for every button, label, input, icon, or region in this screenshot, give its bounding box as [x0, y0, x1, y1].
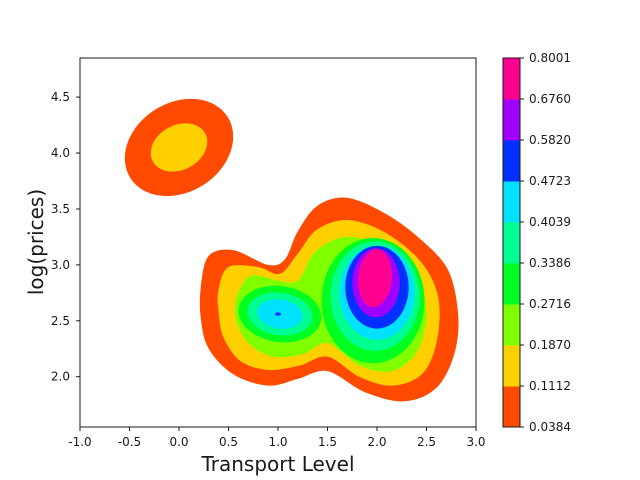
- contour-fills: [124, 98, 459, 402]
- colorbar-segment: [503, 304, 520, 346]
- colorbar-segment: [503, 140, 520, 182]
- x-tick-label: 0.0: [169, 435, 188, 449]
- y-tick-label: 2.5: [51, 314, 70, 328]
- y-tick-labels: 2.0 2.5 3.0 3.5 4.0 4.5: [51, 90, 80, 384]
- colorbar-frame: [502, 57, 521, 428]
- x-tick-label: -1.0: [68, 435, 91, 449]
- x-tick-label: -0.5: [118, 435, 141, 449]
- x-tick-labels: -1.0 -0.5 0.0 0.5 1.0 1.5 2.0 2.5 3.0: [68, 427, 486, 449]
- x-tick-label: 0.5: [219, 435, 238, 449]
- y-tick-label: 4.0: [51, 146, 70, 160]
- x-tick-label: 2.0: [367, 435, 386, 449]
- colorbar-segment: [503, 181, 520, 223]
- y-axis-title: log(prices): [24, 189, 48, 295]
- y-tick-label: 4.5: [51, 90, 70, 104]
- x-tick-label: 1.5: [318, 435, 337, 449]
- colorbar-tick-label: 0.4039: [529, 215, 571, 229]
- colorbar-segment: [503, 263, 520, 305]
- y-tick-label: 3.5: [51, 202, 70, 216]
- x-axis-title: Transport Level: [201, 452, 355, 476]
- y-tick-label: 3.0: [51, 258, 70, 272]
- colorbar-tick-label: 0.6760: [529, 92, 571, 106]
- colorbar: 0.0384 0.1112 0.1870 0.2716 0.3386 0.4039 0.47…: [502, 51, 571, 434]
- colorbar-tick-label: 0.2716: [529, 297, 571, 311]
- colorbar-segment: [503, 222, 520, 264]
- colorbar-segment: [503, 386, 520, 428]
- colorbar-tick-label: 0.5820: [529, 133, 571, 147]
- colorbar-tick-label: 0.1112: [529, 379, 571, 393]
- contour-band-1-upper-left: [150, 123, 208, 172]
- colorbar-segment: [503, 99, 520, 141]
- colorbar-tick-label: 0.4723: [529, 174, 571, 188]
- colorbar-segment: [503, 345, 520, 387]
- colorbar-tick-label: 0.8001: [529, 51, 571, 65]
- colorbar-tick-label: 0.3386: [529, 256, 571, 270]
- x-tick-label: 2.5: [417, 435, 436, 449]
- y-tick-label: 2.0: [51, 370, 70, 384]
- colorbar-segment: [503, 58, 520, 100]
- colorbar-tick-label: 0.1870: [529, 338, 571, 352]
- contour-band-6-left-peak: [275, 312, 281, 316]
- x-tick-label: 3.0: [466, 435, 485, 449]
- colorbar-tick-label: 0.0384: [529, 420, 571, 434]
- contour-band-8-peak: [358, 249, 392, 308]
- x-tick-label: 1.0: [268, 435, 287, 449]
